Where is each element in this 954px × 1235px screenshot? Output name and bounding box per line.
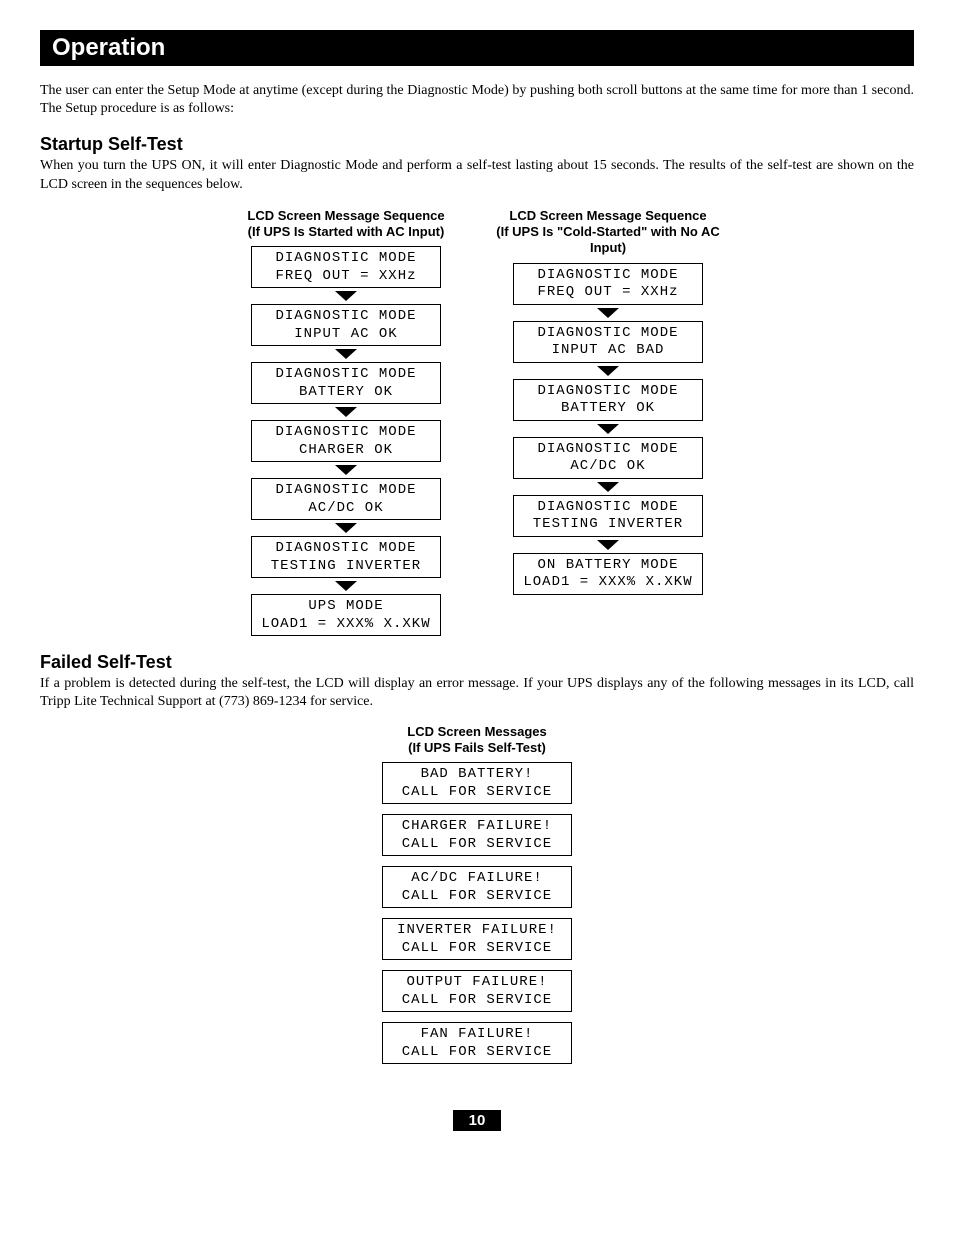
down-arrow-icon [335,523,357,533]
down-arrow-icon [335,349,357,359]
down-arrow-icon [597,308,619,318]
lcd-message-box: DIAGNOSTIC MODE INPUT AC OK [251,304,441,346]
lcd-message-box: DIAGNOSTIC MODE INPUT AC BAD [513,321,703,363]
lcd-message-box: DIAGNOSTIC MODE TESTING INVERTER [513,495,703,537]
lcd-message-box: ON BATTERY MODE LOAD1 = XXX% X.XKW [513,553,703,595]
lcd-message-box: DIAGNOSTIC MODE AC/DC OK [251,478,441,520]
lcd-message-box: UPS MODE LOAD1 = XXX% X.XKW [251,594,441,636]
lcd-message-box: DIAGNOSTIC MODE FREQ OUT = XXHz [513,263,703,305]
lcd-message-box: CHARGER FAILURE! CALL FOR SERVICE [382,814,572,856]
lcd-message-box: OUTPUT FAILURE! CALL FOR SERVICE [382,970,572,1012]
lcd-message-box: DIAGNOSTIC MODE TESTING INVERTER [251,536,441,578]
sequence-column-ac-input: LCD Screen Message Sequence (If UPS Is S… [226,208,466,637]
intro-paragraph: The user can enter the Setup Mode at any… [40,82,914,118]
sequence-title-right: LCD Screen Message Sequence (If UPS Is "… [488,208,728,257]
down-arrow-icon [335,407,357,417]
startup-body: When you turn the UPS ON, it will enter … [40,157,914,193]
startup-heading: Startup Self-Test [40,134,914,155]
lcd-message-box: DIAGNOSTIC MODE FREQ OUT = XXHz [251,246,441,288]
lcd-message-box: FAN FAILURE! CALL FOR SERVICE [382,1022,572,1064]
page-title-bar: Operation [40,30,914,66]
lcd-message-box: INVERTER FAILURE! CALL FOR SERVICE [382,918,572,960]
lcd-message-box: DIAGNOSTIC MODE CHARGER OK [251,420,441,462]
page-number-container: 10 [40,1110,914,1131]
failed-heading: Failed Self-Test [40,652,914,673]
down-arrow-icon [597,424,619,434]
down-arrow-icon [597,482,619,492]
sequence-title-left: LCD Screen Message Sequence (If UPS Is S… [247,208,444,241]
sequence-column-no-ac-input: LCD Screen Message Sequence (If UPS Is "… [488,208,728,637]
startup-sequence-columns: LCD Screen Message Sequence (If UPS Is S… [40,208,914,637]
lcd-message-box: BAD BATTERY! CALL FOR SERVICE [382,762,572,804]
down-arrow-icon [335,291,357,301]
failed-body: If a problem is detected during the self… [40,675,914,711]
down-arrow-icon [335,465,357,475]
lcd-message-box: DIAGNOSTIC MODE BATTERY OK [251,362,441,404]
failed-column-title: LCD Screen Messages (If UPS Fails Self-T… [407,724,546,757]
lcd-message-box: DIAGNOSTIC MODE AC/DC OK [513,437,703,479]
lcd-message-box: AC/DC FAILURE! CALL FOR SERVICE [382,866,572,908]
down-arrow-icon [597,540,619,550]
down-arrow-icon [597,366,619,376]
failed-messages-column: LCD Screen Messages (If UPS Fails Self-T… [357,724,597,1075]
down-arrow-icon [335,581,357,591]
lcd-message-box: DIAGNOSTIC MODE BATTERY OK [513,379,703,421]
page-number: 10 [453,1110,502,1131]
